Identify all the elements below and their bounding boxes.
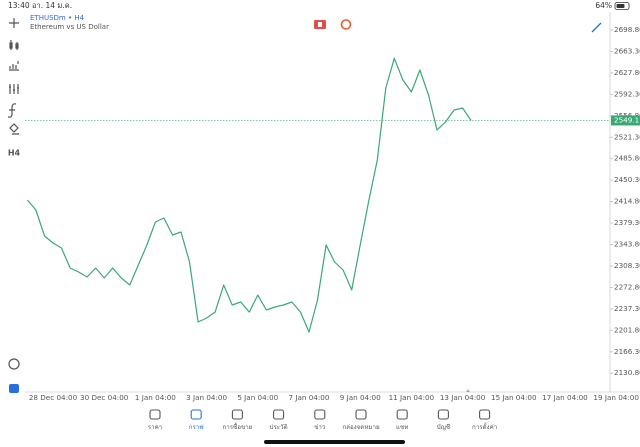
- y-tick-label: 2485.80: [614, 154, 640, 163]
- y-tick-label: 2343.80: [614, 240, 640, 249]
- nav-label[interactable]: กราฟ: [189, 424, 204, 431]
- x-tick-label: 7 Jan 04:00: [289, 393, 330, 402]
- signal-icon[interactable]: [340, 19, 352, 30]
- last-price-label: 2549.11: [614, 115, 640, 124]
- x-tick-label: 13 Jan 04:00: [440, 393, 486, 402]
- nav-label[interactable]: กล่องจดหมาย: [342, 424, 380, 431]
- nav-label[interactable]: การตั้งค่า: [472, 422, 497, 431]
- nav-icon[interactable]: [396, 409, 408, 420]
- nav-icon[interactable]: [273, 409, 285, 420]
- y-tick-label: 2627.80: [614, 68, 640, 77]
- settings-tool[interactable]: [9, 84, 19, 94]
- nav-icon[interactable]: [190, 409, 202, 420]
- y-tick-label: 2201.80: [614, 325, 640, 334]
- status-date: อา. 14 ม.ค.: [32, 1, 72, 10]
- battery-level: [616, 4, 625, 8]
- timeframe-tool[interactable]: H4: [8, 149, 21, 158]
- nav-icon[interactable]: [149, 409, 161, 420]
- nav-label[interactable]: การซื้อขาย: [223, 422, 253, 431]
- x-tick-label: 11 Jan 04:00: [389, 393, 435, 402]
- nav-icon[interactable]: [231, 409, 243, 420]
- battery-icon: [614, 2, 630, 10]
- status-time: 13:40: [8, 1, 30, 10]
- x-tick-label: 19 Jan 04:00: [593, 393, 639, 402]
- nav-label[interactable]: ราคา: [148, 424, 162, 431]
- function-tool[interactable]: [7, 103, 17, 118]
- nav-icon[interactable]: [314, 409, 326, 420]
- nav-label[interactable]: แชท: [396, 424, 408, 431]
- y-tick-label: 2592.30: [614, 89, 640, 98]
- one-click-icon-inner: [318, 22, 322, 27]
- y-tick-label: 2379.30: [614, 218, 640, 227]
- plot-area: 2698.80 2663.30 2627.80 2592.30 2556.80 2521.…: [25, 25, 640, 402]
- nav-icon[interactable]: [355, 409, 367, 420]
- crosshair-tool[interactable]: [9, 18, 19, 28]
- x-tick-label: 3 Jan 04:00: [186, 393, 227, 402]
- nav-label[interactable]: ข่าว: [314, 424, 325, 431]
- symbol[interactable]: ETHUSDm • H4: [30, 14, 85, 22]
- y-tick-label: 2130.80: [614, 368, 640, 377]
- x-tick-label: 30 Dec 04:00: [80, 393, 129, 402]
- nav-label[interactable]: ประวัติ: [270, 424, 288, 431]
- x-tick-label: 15 Jan 04:00: [491, 393, 537, 402]
- x-tick-label: 28 Dec 04:00: [29, 393, 78, 402]
- home-indicator: [264, 440, 405, 444]
- price-line: [26, 57, 472, 333]
- nav-label[interactable]: บัญชี: [437, 423, 450, 431]
- y-tick-label: 2272.80: [614, 282, 640, 291]
- left-toolbar: H4: [7, 18, 21, 393]
- nav-icon[interactable]: [437, 409, 449, 420]
- symbol-description: Ethereum vs US Dollar: [30, 23, 109, 31]
- x-tick-label: 17 Jan 04:00: [542, 393, 588, 402]
- bottom-nav: ราคา กราฟ การซื้อขาย ประวัติ ข่าว กล่องจดหมาย…: [148, 409, 497, 431]
- y-tick-label: 2698.80: [614, 25, 640, 34]
- draw-tool-icon[interactable]: [591, 22, 602, 33]
- last-price-box: [611, 115, 640, 126]
- x-tick-label: 5 Jan 04:00: [237, 393, 278, 402]
- y-tick-label: 2414.80: [614, 197, 640, 206]
- indicator-tool[interactable]: [9, 61, 19, 71]
- scroll-marker[interactable]: [466, 389, 470, 392]
- x-tick-label: 9 Jan 04:00: [340, 393, 381, 402]
- y-tick-label: 2166.30: [614, 347, 640, 356]
- nav-icon[interactable]: [479, 409, 491, 420]
- y-tick-label: 2237.30: [614, 304, 640, 313]
- chart-type-tool[interactable]: [9, 40, 19, 50]
- y-tick-label: 2556.80: [614, 111, 640, 120]
- y-tick-label: 2450.30: [614, 175, 640, 184]
- objects-tool[interactable]: [9, 123, 19, 135]
- status-battery: 64%: [595, 1, 612, 10]
- y-tick-label: 2663.30: [614, 46, 640, 55]
- y-tick-label: 2308.30: [614, 261, 640, 270]
- y-tick-label: 2521.30: [614, 132, 640, 141]
- zoom-tool[interactable]: [8, 358, 20, 370]
- trade-tool[interactable]: [9, 384, 19, 393]
- x-tick-label: 1 Jan 04:00: [135, 393, 176, 402]
